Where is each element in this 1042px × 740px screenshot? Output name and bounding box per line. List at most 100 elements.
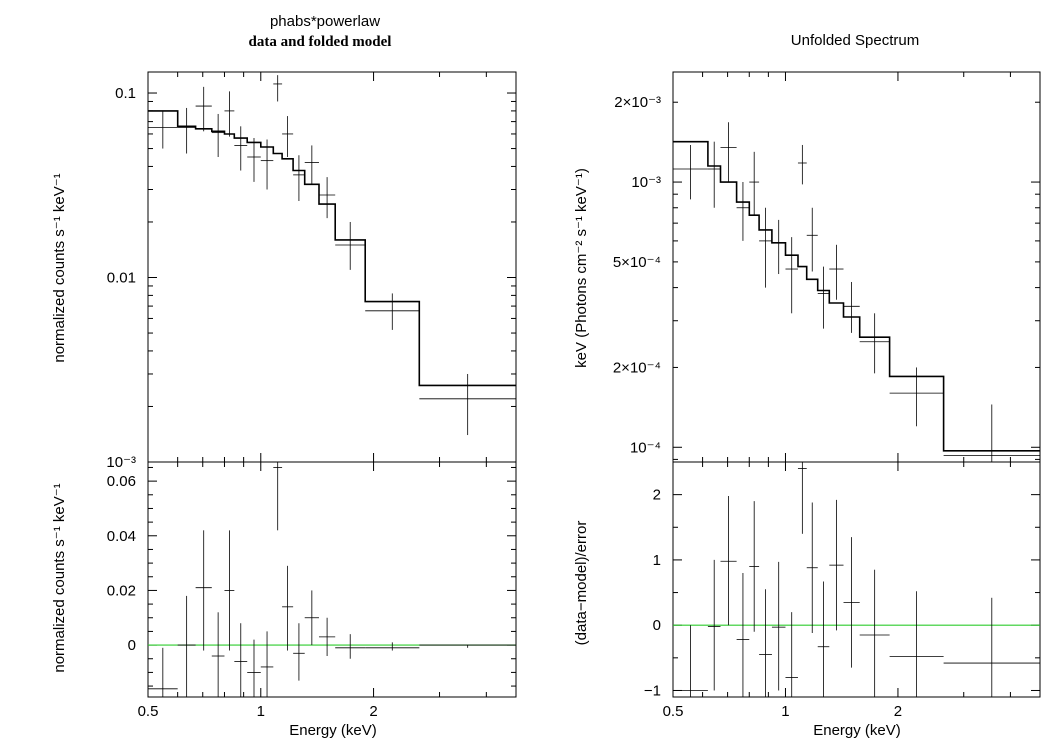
y-tick-label: 10⁻⁴ <box>630 439 661 456</box>
data-point <box>797 462 807 534</box>
data-point <box>720 122 737 183</box>
data-point <box>736 572 750 697</box>
data-point <box>335 634 366 659</box>
data-point <box>419 373 516 436</box>
data-point <box>260 139 274 190</box>
data-point <box>806 207 818 272</box>
data-point <box>843 281 860 333</box>
right-xlabel: Energy (keV) <box>813 722 901 739</box>
data-point <box>736 182 750 241</box>
plot-frame <box>672 71 1041 463</box>
y-tick-label: 10⁻³ <box>106 454 136 471</box>
data-point <box>273 75 283 102</box>
y-tick-label: 1 <box>653 552 661 569</box>
data-point <box>365 642 420 651</box>
left-subtitle: data and folded model <box>249 34 392 50</box>
data-point <box>234 126 248 171</box>
data-point <box>211 612 225 697</box>
y-tick-label: 2 <box>653 487 661 504</box>
y-tick-label: 0 <box>653 617 661 634</box>
x-tick-label: 2 <box>369 703 377 720</box>
data-point <box>771 561 786 691</box>
data-point <box>889 591 944 697</box>
data-point <box>224 530 235 651</box>
panel-left-bottom: 0.5 1 2 0 0.02 0.04 0.06 <box>107 461 517 720</box>
x-tick-label: 2 <box>894 703 902 720</box>
data-point <box>260 631 274 697</box>
left-top-ylabel: normalized counts s⁻¹ keV⁻¹ <box>51 173 68 362</box>
data-point <box>817 581 830 697</box>
data-point <box>148 647 178 697</box>
data-point <box>247 639 261 697</box>
data-point <box>195 86 212 132</box>
y-tick-label: −1 <box>644 682 661 699</box>
data-point <box>419 644 516 648</box>
panel-right-bottom: 0.5 1 2 −1 0 1 2 <box>644 461 1041 720</box>
data-point <box>749 151 760 216</box>
data-point <box>829 244 844 300</box>
data-point <box>673 625 708 697</box>
data-point <box>759 207 772 288</box>
data-point <box>806 502 818 634</box>
data-point <box>771 219 786 275</box>
data-point <box>859 313 890 374</box>
data-point <box>785 237 798 314</box>
left-xlabel: Energy (keV) <box>289 722 377 739</box>
y-tick-label: 0 <box>128 637 136 654</box>
data-point <box>177 107 196 154</box>
data-point <box>234 623 248 697</box>
data-point <box>943 597 1040 697</box>
y-tick-label: 0.01 <box>107 270 136 287</box>
y-tick-label: 0.02 <box>107 582 136 599</box>
data-point <box>859 569 890 697</box>
y-tick-label: 2×10⁻⁴ <box>613 359 661 376</box>
data-point <box>224 91 235 137</box>
y-tick-label: 0.06 <box>107 473 136 490</box>
data-point <box>304 590 319 646</box>
right-title: Unfolded Spectrum <box>791 32 919 49</box>
data-point <box>282 116 294 157</box>
data-point <box>335 221 366 270</box>
x-tick-label: 0.5 <box>138 703 159 720</box>
data-point <box>829 499 844 631</box>
data-point <box>759 589 772 697</box>
data-point <box>195 530 212 651</box>
data-point <box>318 617 336 657</box>
data-point <box>843 537 860 668</box>
data-point <box>707 141 721 208</box>
panel-left-top: 0.1 0.01 10⁻³ <box>106 71 517 471</box>
right-top-ylabel: keV (Photons cm⁻² s⁻¹ keV⁻¹) <box>573 168 590 368</box>
data-point <box>707 559 721 691</box>
plot-frame <box>147 461 517 698</box>
data-point <box>282 565 294 651</box>
x-tick-label: 1 <box>781 703 789 720</box>
data-point <box>148 110 178 149</box>
panel-right-top: 2×10⁻³ 10⁻³ 5×10⁻⁴ 2×10⁻⁴ 10⁻⁴ <box>613 71 1041 463</box>
right-bottom-ylabel: (data−model)/error <box>573 521 590 646</box>
plot-frame <box>672 461 1041 698</box>
data-point <box>817 266 830 329</box>
data-point <box>293 155 305 201</box>
data-point <box>749 501 760 632</box>
data-point <box>365 293 420 330</box>
data-point <box>293 623 305 681</box>
data-point <box>273 462 283 531</box>
plot-frame <box>147 71 517 463</box>
data-point <box>785 612 798 697</box>
y-tick-label: 5×10⁻⁴ <box>613 254 661 271</box>
data-point <box>211 113 225 157</box>
x-tick-label: 1 <box>257 703 265 720</box>
y-tick-label: 2×10⁻³ <box>614 94 661 111</box>
data-point <box>247 138 261 182</box>
data-point <box>318 177 336 219</box>
data-point <box>797 144 807 185</box>
data-point <box>943 404 1040 462</box>
y-tick-label: 0.04 <box>107 528 136 545</box>
x-tick-label: 0.5 <box>663 703 684 720</box>
model-step-line <box>148 110 516 387</box>
data-point <box>720 495 737 626</box>
left-bottom-ylabel: normalized counts s⁻¹ keV⁻¹ <box>51 483 68 672</box>
model-step-line <box>673 140 1040 452</box>
y-tick-label: 0.1 <box>115 85 136 102</box>
